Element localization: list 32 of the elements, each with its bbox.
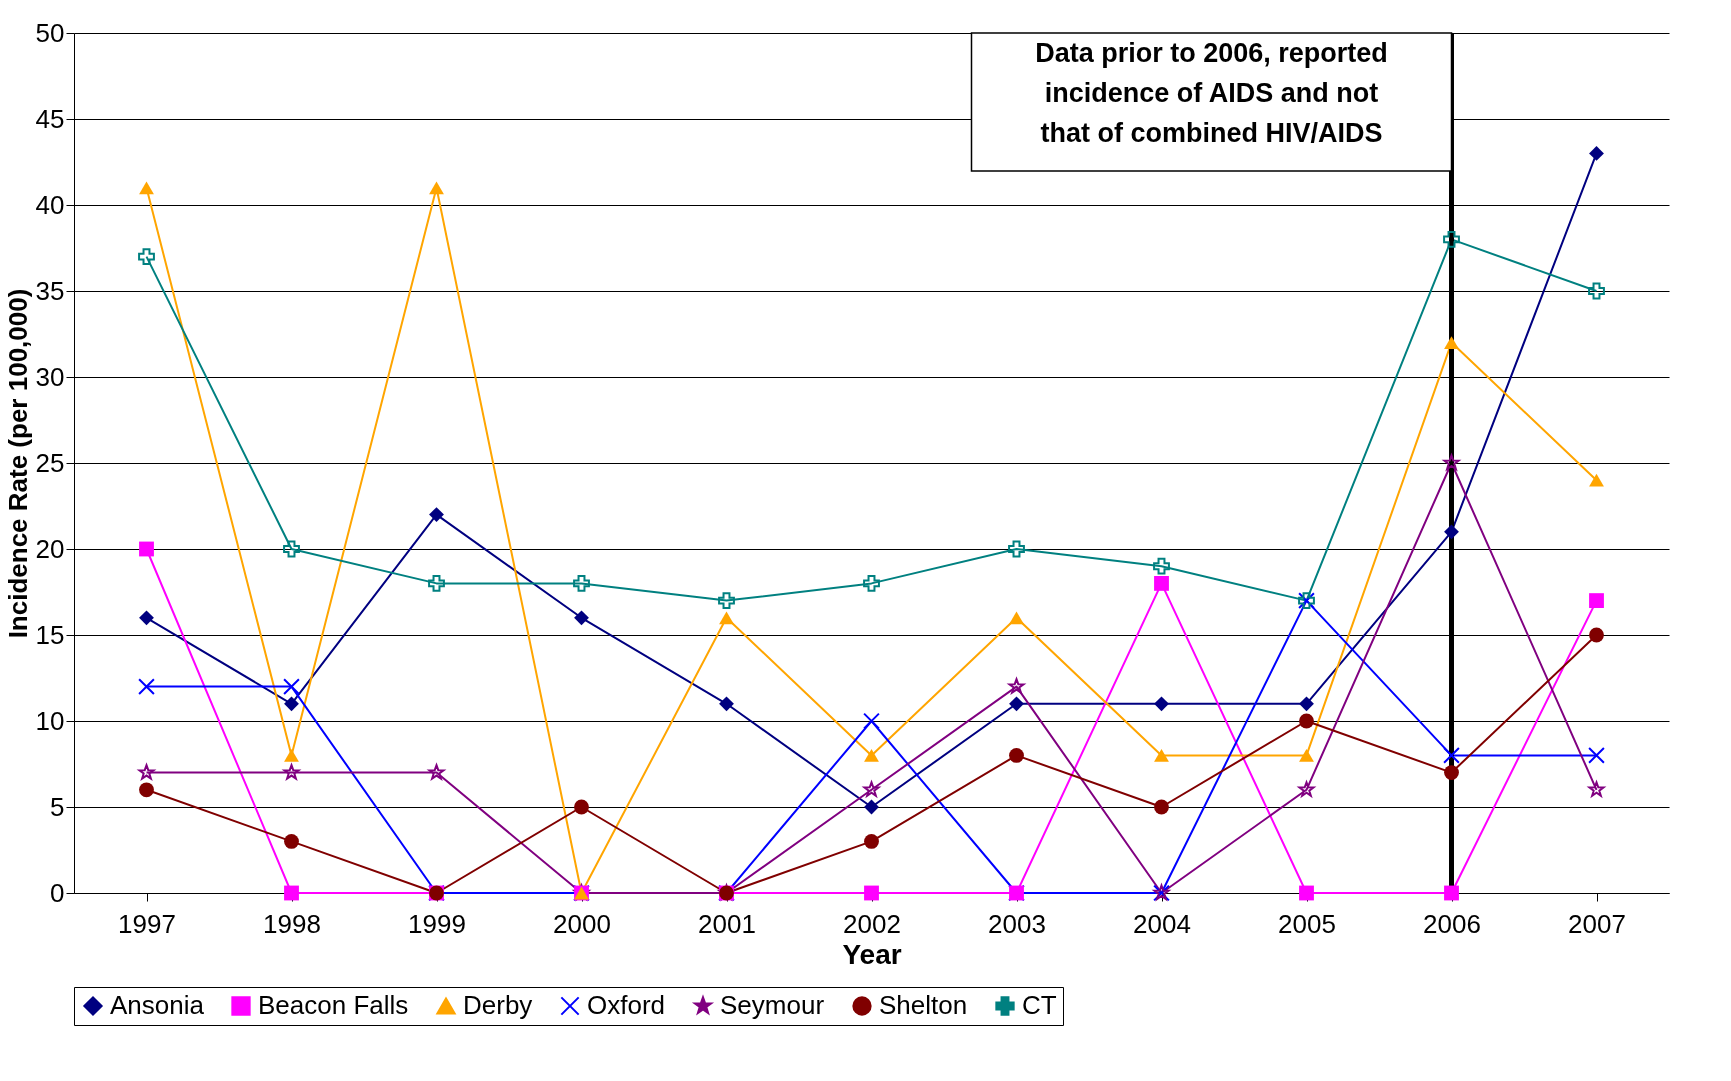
- x-tick-label: 1998: [263, 908, 321, 939]
- y-tick-label: 30: [35, 361, 65, 392]
- x-tick-label: 2002: [843, 908, 901, 939]
- ref-line-label: Data prior to 2006, reported incidence of AIDS and not that of combined HIV/AIDS: [1035, 38, 1388, 148]
- y-tick-label: 50: [35, 17, 65, 48]
- x-tick-label: 1999: [408, 908, 466, 939]
- legend-label: Oxford: [587, 990, 666, 1020]
- y-tick-label: 45: [35, 103, 65, 134]
- legend-label: Derby: [463, 990, 533, 1020]
- y-axis-title: Incidence Rate (per 100,000): [2, 288, 33, 639]
- y-tick-label: 10: [35, 705, 65, 736]
- legend-label: Shelton: [879, 990, 968, 1020]
- y-tick-label: 0: [50, 877, 65, 908]
- x-tick-label: 2006: [1423, 908, 1481, 939]
- x-tick-label: 2007: [1568, 908, 1626, 939]
- y-tick-label: 20: [35, 533, 65, 564]
- x-tick-label: 2001: [698, 908, 756, 939]
- x-tick-label: 2004: [1133, 908, 1191, 939]
- x-tick-label: 1997: [118, 908, 176, 939]
- legend-label: Ansonia: [110, 990, 205, 1020]
- x-tick-label: 2005: [1278, 908, 1336, 939]
- y-tick-label: 15: [35, 619, 65, 650]
- x-tick-label: 2000: [553, 908, 611, 939]
- y-tick-label: 35: [35, 275, 65, 306]
- y-tick-label: 5: [50, 791, 65, 822]
- legend-label: Beacon Falls: [258, 990, 409, 1020]
- x-axis-title: Year: [842, 938, 902, 970]
- y-tick-label: 40: [35, 189, 65, 220]
- x-tick-label: 2003: [988, 908, 1046, 939]
- y-tick-label: 25: [35, 447, 65, 478]
- legend-label: Seymour: [720, 990, 825, 1020]
- legend-label: CT: [1022, 990, 1057, 1020]
